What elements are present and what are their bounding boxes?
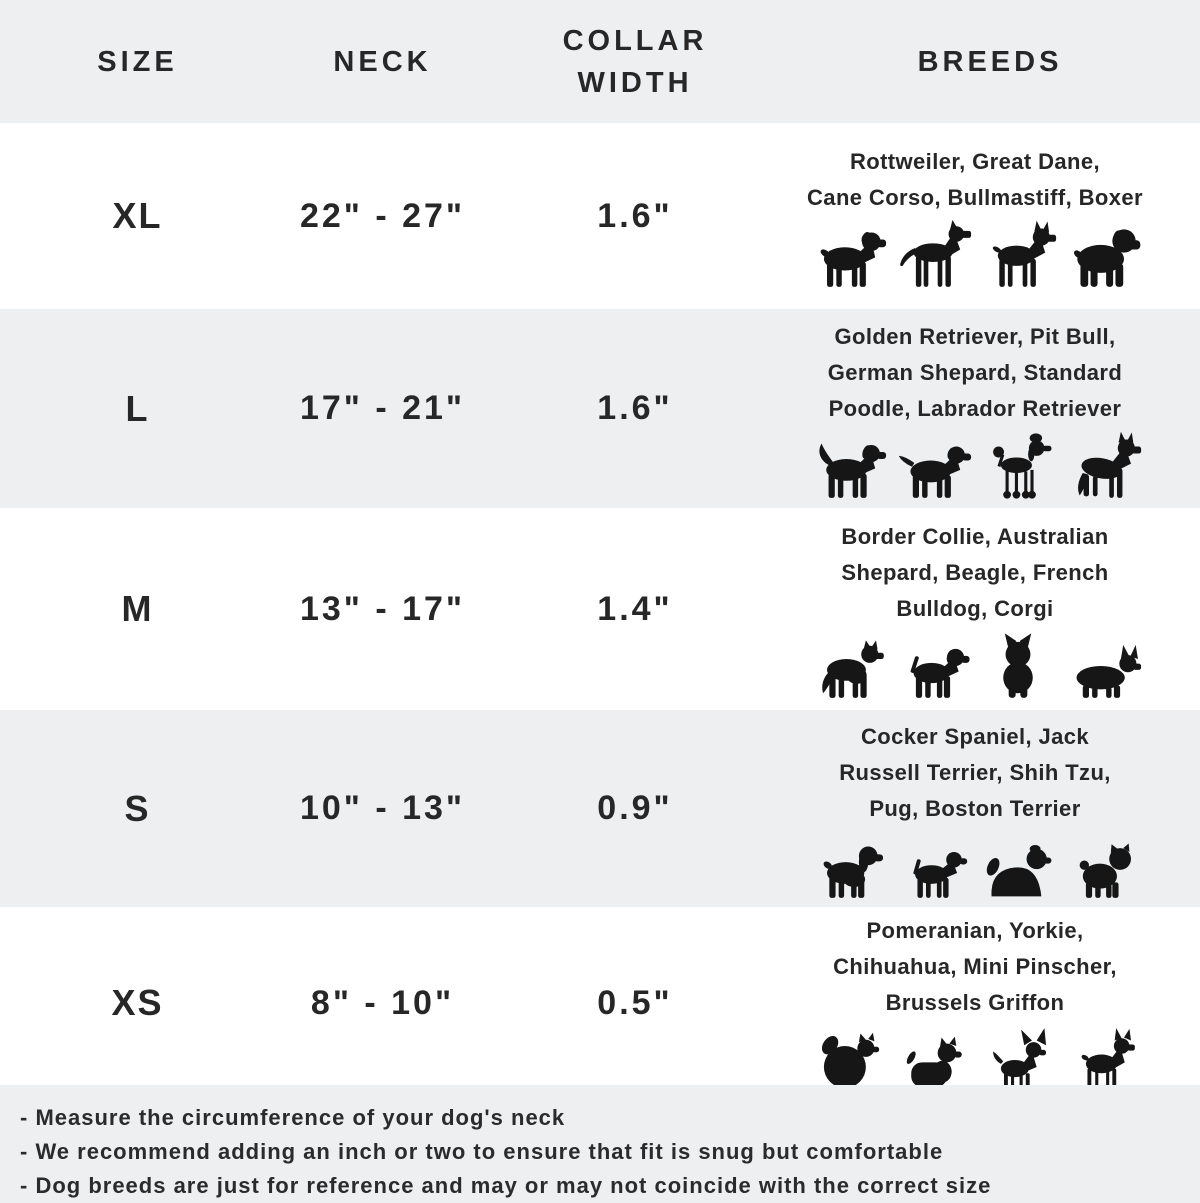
size-value: XL — [112, 195, 163, 236]
footer-note-line: - Dog breeds are just for reference and … — [20, 1173, 992, 1198]
breed-names: Rottweiler, Great Dane, Cane Corso, Bullm… — [807, 144, 1143, 216]
bullmastiff-icon — [1072, 228, 1140, 287]
breed-names-line: Russell Terrier, Shih Tzu, — [839, 759, 1111, 785]
collar-width-value: 1.6" — [597, 389, 673, 427]
size-value: L — [125, 387, 150, 429]
border-collie-icon — [821, 640, 884, 698]
breed-names-line: Border Collie, Australian — [841, 524, 1109, 549]
breed-names-line: Poodle, Labrador Retriever — [828, 395, 1122, 421]
table-row-l: L 17" - 21" 1.6" Golden Retriever, Pit Bull… — [0, 309, 1200, 508]
breed-names-line: German Shepard, Standard — [827, 359, 1123, 385]
header-label-collar-width: COLLAR WIDTH — [562, 24, 708, 99]
breed-names-line: Pomeranian, Yorkie, — [866, 918, 1084, 943]
breed-names-line: Shepard, Beagle, French — [841, 560, 1109, 585]
header-cell-collar-width: COLLAR WIDTH — [490, 0, 780, 123]
header-label-size: SIZE — [97, 45, 178, 78]
breeds-cell: Border Collie, Australian Shepard, Beagle… — [780, 508, 1200, 710]
pug-icon — [1079, 842, 1131, 898]
table-row-m: M 13" - 17" 1.4" Border Collie, Australian S… — [0, 508, 1200, 710]
header-cell-size: SIZE — [0, 0, 275, 123]
poodle-icon — [992, 432, 1051, 499]
shih-tzu-icon — [983, 844, 1051, 896]
labrador-icon — [898, 445, 971, 498]
neck-range-value: 22" - 27" — [299, 196, 466, 235]
breed-names-line: Brussels Griffon — [885, 990, 1065, 1015]
cane-corso-icon — [991, 220, 1056, 287]
french-bulldog-icon — [1002, 633, 1033, 698]
table-header-row: SIZE NECK COLLAR WIDTH BREEDS — [0, 0, 1200, 123]
jack-russell-icon — [912, 851, 967, 898]
breed-names: Border Collie, Australian Shepard, Beagle… — [841, 519, 1108, 627]
footer-note-line: - We recommend adding an inch or two to … — [20, 1139, 944, 1164]
rottweiler-icon — [818, 230, 886, 287]
collar-width-value: 0.9" — [597, 789, 673, 827]
neck-range-value: 10" - 13" — [299, 789, 466, 827]
size-value: M — [121, 588, 154, 629]
breed-names-line: Chihuahua, Mini Pinscher, — [833, 954, 1117, 979]
breed-names-line: Pug, Boston Terrier — [869, 795, 1081, 821]
corgi-icon — [1076, 645, 1141, 698]
breed-names-line: Cane Corso, Bullmastiff, Boxer — [807, 185, 1143, 210]
breed-names: Cocker Spaniel, Jack Russell Terrier, Shi… — [839, 719, 1111, 827]
neck-range-value: 8" - 10" — [310, 983, 455, 1022]
table-row-xl: XL 22" - 27" 1.6" Rottweiler, Great Dane, Ca… — [0, 123, 1200, 309]
header-label-neck: NECK — [333, 45, 432, 78]
table-body: XL 22" - 27" 1.6" Rottweiler, Great Dane, Ca… — [0, 123, 1200, 1092]
breed-names-line: Rottweiler, Great Dane, — [849, 149, 1101, 174]
dog-silhouettes — [808, 220, 1143, 290]
size-value: S — [124, 787, 151, 829]
breeds-cell: Golden Retriever, Pit Bull, German Shepar… — [780, 309, 1200, 508]
collar-width-value: 0.5" — [597, 983, 673, 1022]
dog-silhouettes — [808, 831, 1143, 901]
footer-notes: - Measure the circumference of your dog'… — [0, 1085, 1200, 1203]
dog-silhouettes — [808, 631, 1143, 701]
neck-range-value: 17" - 21" — [299, 389, 466, 427]
collar-width-value: 1.4" — [597, 589, 673, 628]
neck-range-value: 13" - 17" — [299, 589, 466, 628]
collar-width-value: 1.6" — [597, 196, 673, 235]
beagle-icon — [909, 648, 970, 698]
cocker-spaniel-icon — [821, 846, 883, 898]
size-value: XS — [111, 982, 164, 1023]
header-cell-neck: NECK — [275, 0, 490, 123]
german-shepherd-icon — [1077, 431, 1141, 498]
footer-note-line: - Measure the circumference of your dog'… — [20, 1105, 566, 1130]
breed-names-line: Cocker Spaniel, Jack — [860, 723, 1090, 749]
dog-silhouettes — [808, 431, 1143, 501]
great-dane-icon — [899, 220, 971, 287]
header-cell-breeds: BREEDS — [780, 0, 1200, 123]
breed-names: Golden Retriever, Pit Bull, German Shepar… — [828, 319, 1122, 427]
breed-names-line: Bulldog, Corgi — [896, 596, 1054, 621]
breeds-cell: Rottweiler, Great Dane, Cane Corso, Bullm… — [780, 123, 1200, 309]
header-label-breeds: BREEDS — [917, 45, 1063, 78]
table-row-xs: XS 8" - 10" 0.5" Pomeranian, Yorkie, Chihuah… — [0, 907, 1200, 1092]
breeds-cell: Cocker Spaniel, Jack Russell Terrier, Shi… — [780, 710, 1200, 907]
breed-names-line: Golden Retriever, Pit Bull, — [834, 323, 1116, 349]
breeds-cell: Pomeranian, Yorkie, Chihuahua, Mini Pinsc… — [780, 907, 1200, 1099]
breed-names: Pomeranian, Yorkie, Chihuahua, Mini Pinsc… — [833, 913, 1117, 1021]
golden-retriever-icon — [818, 442, 886, 498]
table-row-s: S 10" - 13" 0.9" Cocker Spaniel, Jack Russel… — [0, 710, 1200, 907]
